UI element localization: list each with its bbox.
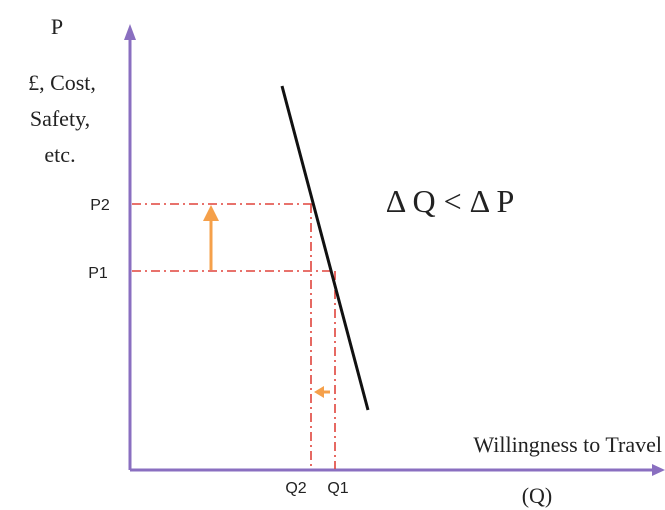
y-axis-symbol: P [51, 14, 63, 39]
axes [124, 24, 665, 476]
y-axis-label-line-2: Safety, [30, 106, 90, 131]
x-axis-arrowhead [652, 464, 665, 476]
tick-label-p1: P1 [88, 265, 108, 282]
x-axis-label-line-1: Willingness to Travel [473, 432, 662, 457]
x-axis-label-line-2: (Q) [522, 483, 553, 508]
y-axis-label-line-1: £, Cost, [28, 70, 96, 95]
tick-label-p2: P2 [90, 197, 110, 214]
guide-lines [132, 203, 336, 469]
price-increase-arrow [203, 205, 219, 270]
tick-label-q2: Q2 [285, 480, 306, 497]
elasticity-annotation: Δ Q < Δ P [386, 183, 515, 219]
tick-label-q1: Q1 [327, 480, 348, 497]
y-axis-label-line-3: etc. [44, 142, 75, 167]
demand-line [280, 85, 370, 411]
quantity-decrease-arrow [314, 386, 330, 398]
y-axis-arrowhead [124, 24, 136, 40]
